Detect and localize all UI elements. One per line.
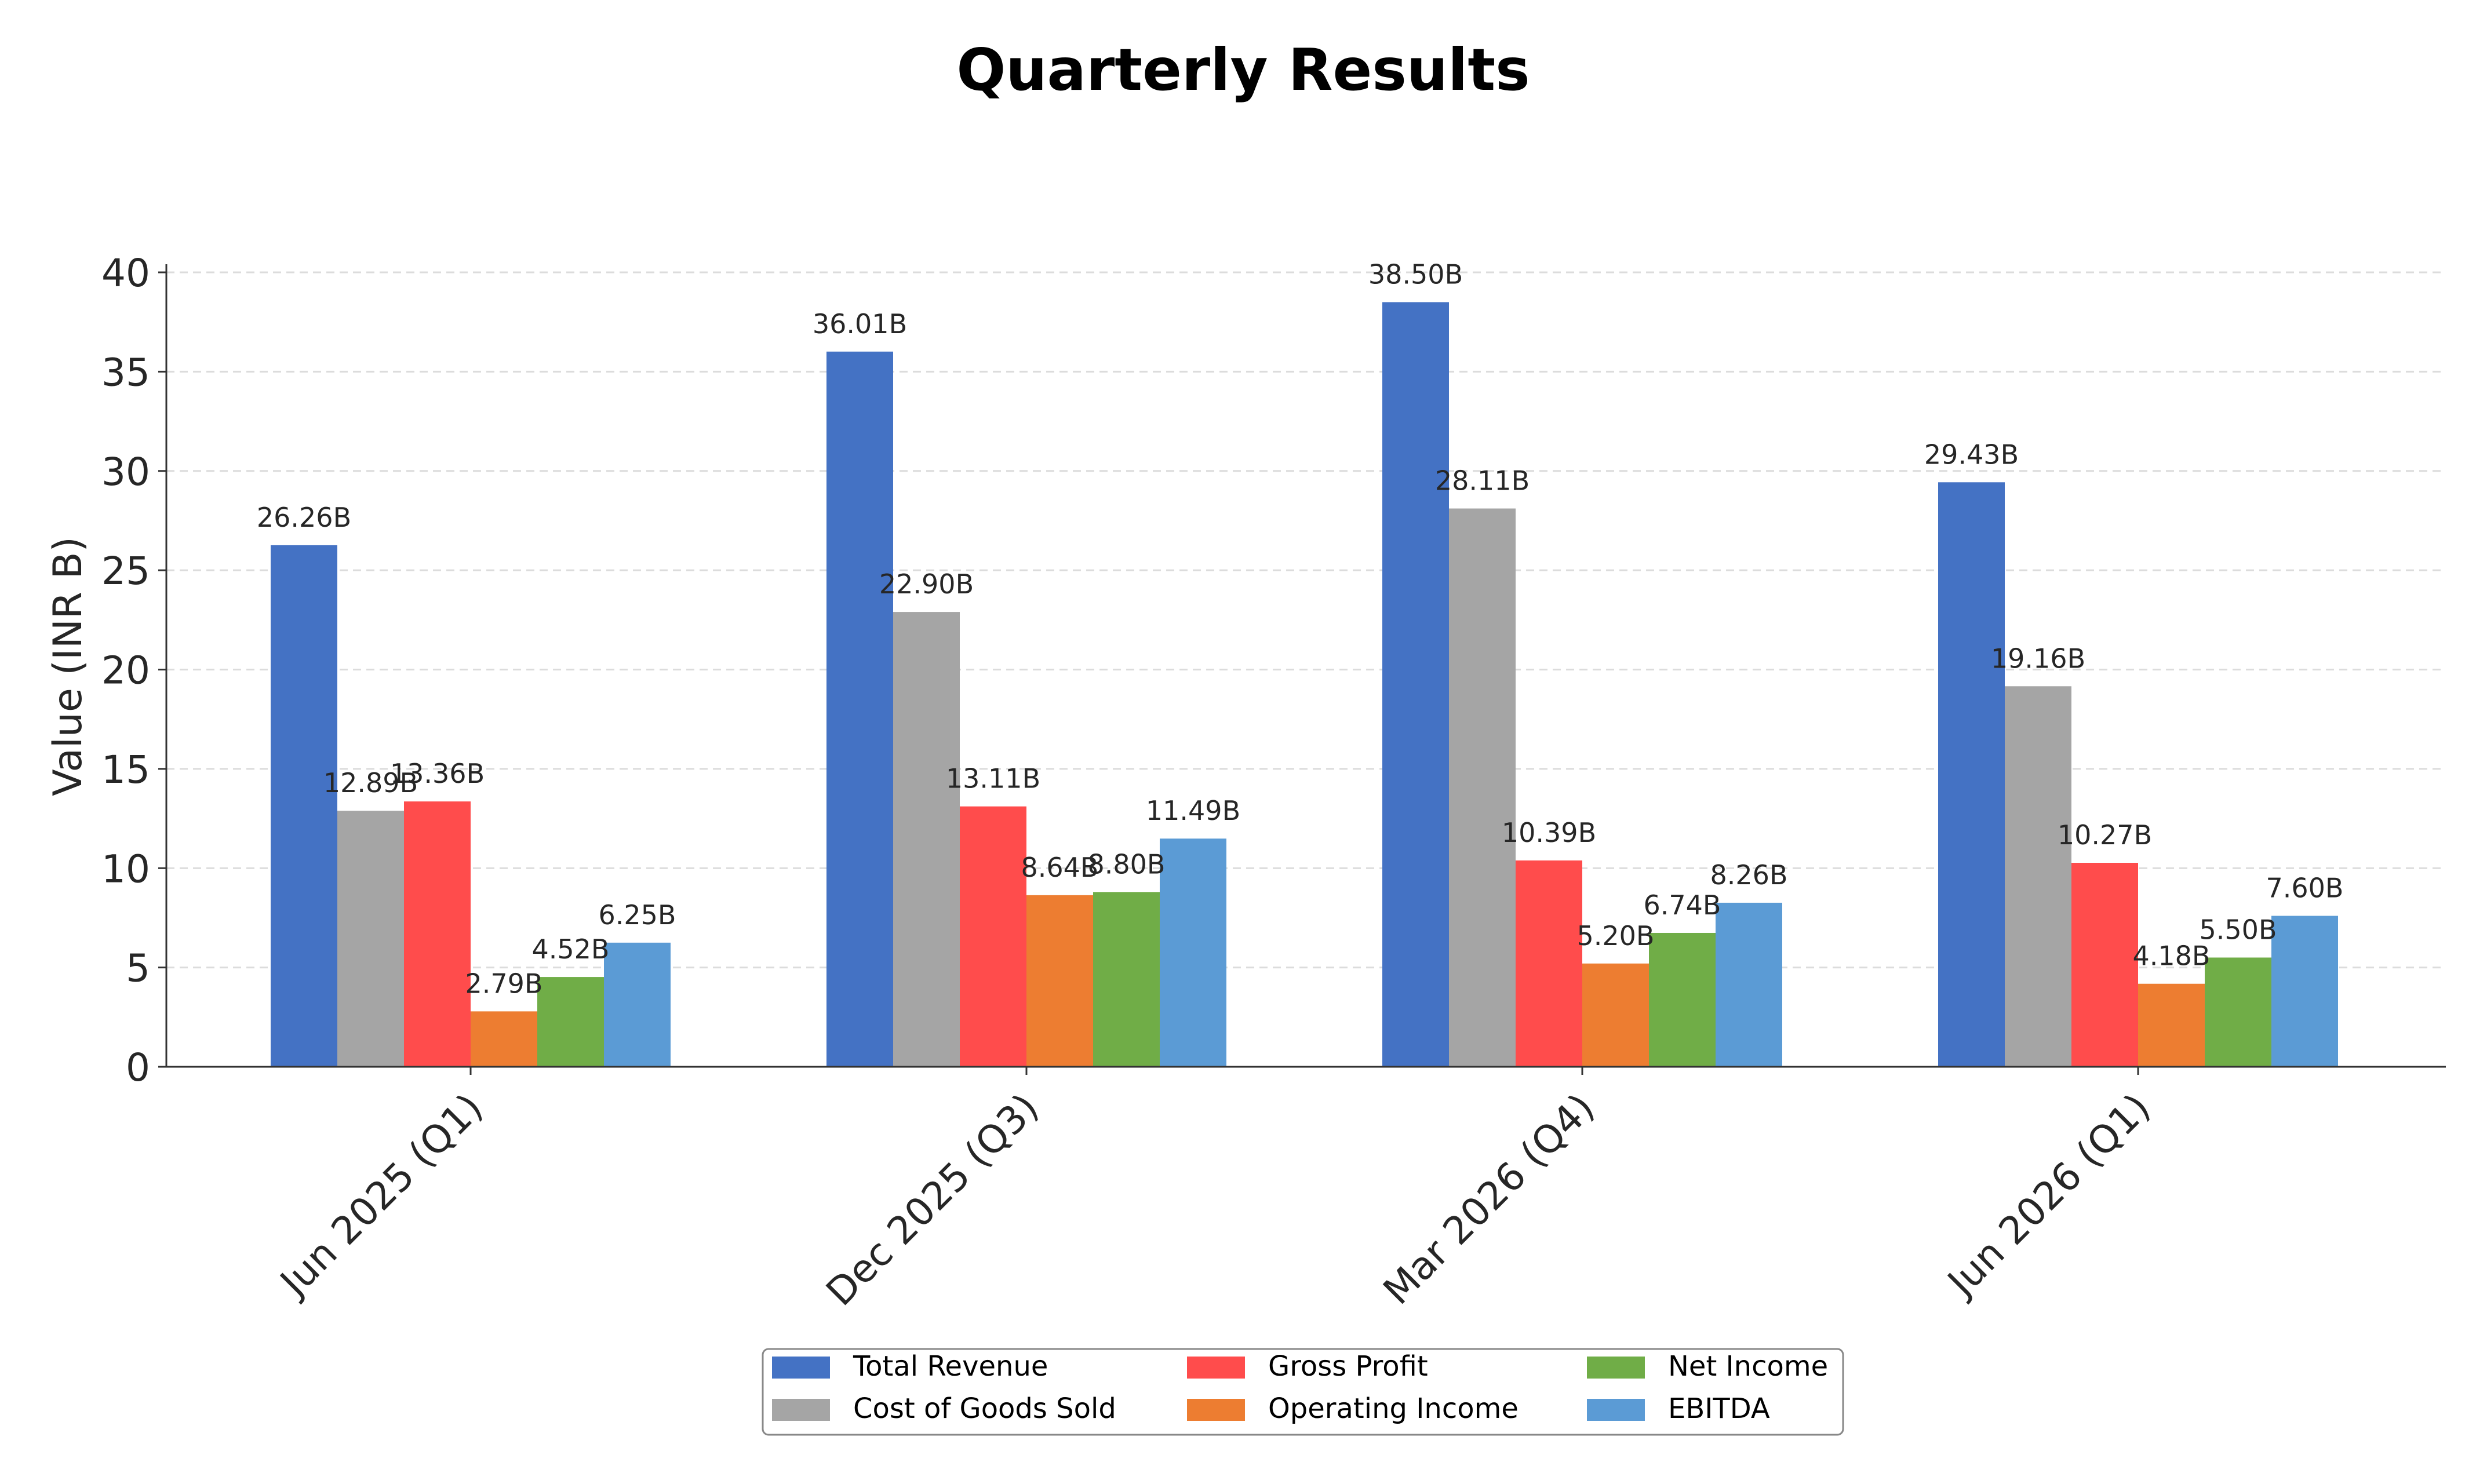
y-tick-label: 0: [126, 1045, 150, 1090]
bar-value-label: 4.52B: [532, 934, 610, 965]
bar-value-label: 6.74B: [1644, 889, 1721, 921]
y-tick-label: 40: [101, 251, 150, 296]
bar: [2205, 957, 2271, 1067]
bar-value-label: 19.16B: [1991, 643, 2085, 674]
bar-value-label: 4.18B: [2133, 940, 2211, 972]
bar: [1582, 963, 1649, 1067]
y-axis-label: Value (INR B): [45, 537, 91, 796]
bar-value-label: 5.50B: [2200, 914, 2277, 945]
bar-value-label: 28.11B: [1435, 465, 1530, 497]
y-tick-label: 35: [101, 350, 150, 395]
bar-value-label: 26.26B: [257, 502, 351, 533]
bar-value-label: 13.11B: [946, 763, 1040, 794]
bar-value-label: 22.90B: [879, 568, 974, 600]
bar-value-label: 8.80B: [1088, 848, 1166, 880]
legend-label: Gross Profit: [1268, 1350, 1428, 1383]
bar-value-label: 8.26B: [1710, 859, 1788, 891]
x-tick-label: Mar 2026 (Q4): [1375, 1085, 1603, 1313]
bar-value-label: 6.25B: [599, 899, 676, 931]
y-tick-label: 10: [101, 847, 150, 891]
bar: [537, 977, 604, 1067]
bars: [271, 302, 2338, 1067]
bar: [1093, 892, 1160, 1067]
y-tick-label: 5: [126, 946, 150, 991]
bar-value-label: 11.49B: [1146, 795, 1240, 826]
bar: [471, 1011, 537, 1067]
legend-label: EBITDA: [1668, 1392, 1770, 1425]
bar-value-label: 5.20B: [1577, 920, 1655, 951]
bar: [2005, 686, 2071, 1067]
bar-value-label: 12.89B: [323, 767, 418, 798]
x-tick-label: Jun 2025 (Q1): [270, 1085, 491, 1306]
bar: [404, 801, 471, 1067]
bar: [604, 942, 671, 1067]
y-tick-label: 15: [101, 748, 150, 792]
y-tick-label: 25: [101, 549, 150, 593]
legend-swatch: [772, 1399, 830, 1421]
bar-value-label: 2.79B: [465, 968, 543, 999]
bar: [1649, 932, 1716, 1067]
legend-label: Cost of Goods Sold: [853, 1392, 1116, 1425]
legend-label: Net Income: [1668, 1350, 1828, 1383]
bar: [2071, 862, 2138, 1067]
legend-box: [762, 1348, 1844, 1436]
x-tick-label: Dec 2025 (Q3): [818, 1085, 1047, 1314]
grid: [166, 271, 2446, 969]
bar: [1160, 838, 1226, 1067]
x-ticks: Jun 2025 (Q1) Dec 2025 (Q3) Mar 2026 (Q4) J…: [270, 1067, 2159, 1314]
axes: [165, 264, 2446, 1068]
bar: [893, 612, 960, 1067]
bar: [2271, 916, 2338, 1067]
bar-value-label: 8.64B: [1021, 852, 1099, 883]
bar-value-label: 10.27B: [2058, 819, 2152, 851]
bar: [826, 351, 893, 1067]
legend: Total Revenue Cost of Goods Sold Gross Pro…: [762, 1348, 1844, 1436]
bar-value-label: 29.43B: [1924, 439, 2019, 470]
bar-value-label: 13.36B: [390, 758, 485, 789]
bar: [337, 811, 404, 1067]
bar: [1716, 902, 1782, 1067]
legend-swatch: [1187, 1399, 1245, 1421]
bar: [1516, 860, 1582, 1067]
y-tick-label: 20: [101, 648, 150, 693]
legend-swatch: [1587, 1357, 1645, 1379]
bar-value-label: 36.01B: [813, 308, 907, 340]
legend-swatch: [1587, 1399, 1645, 1421]
bar: [960, 806, 1026, 1067]
bar: [271, 545, 337, 1067]
y-ticks: 0 5 10 15 20 25 30 35 40: [101, 251, 166, 1090]
y-tick-label: 30: [101, 450, 150, 494]
bar-value-label: 10.39B: [1502, 817, 1596, 848]
legend-swatch: [772, 1357, 830, 1379]
legend-label: Operating Income: [1268, 1392, 1519, 1425]
bar-value-label: 7.60B: [2266, 873, 2344, 904]
bar: [1449, 508, 1516, 1067]
bar: [1026, 895, 1093, 1067]
bar: [1382, 302, 1449, 1067]
bar-value-label: 38.50B: [1368, 258, 1463, 290]
bar: [2138, 983, 2205, 1067]
x-tick-label: Jun 2026 (Q1): [1938, 1085, 2158, 1306]
legend-swatch: [1187, 1357, 1245, 1379]
bar: [1938, 482, 2005, 1067]
chart-title: Quarterly Results: [956, 36, 1530, 104]
legend-label: Total Revenue: [853, 1350, 1048, 1383]
